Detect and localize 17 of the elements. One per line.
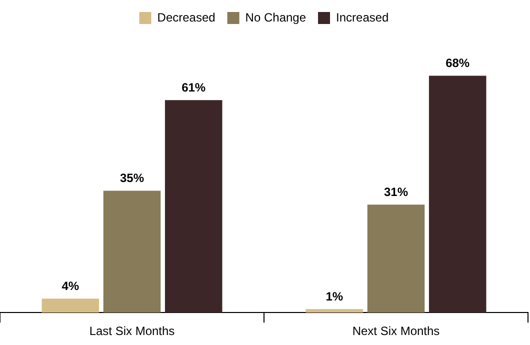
x-tick-label: Last Six Months xyxy=(89,324,175,338)
bar xyxy=(428,76,486,313)
bar xyxy=(103,190,161,313)
bar xyxy=(164,100,222,313)
bar xyxy=(306,309,364,313)
data-label: 4% xyxy=(62,278,80,293)
data-label: 35% xyxy=(120,171,144,186)
data-label: 61% xyxy=(182,80,206,94)
legend-label: Decreased xyxy=(157,10,216,24)
bar xyxy=(367,204,425,313)
legend-label: Increased xyxy=(336,10,389,24)
data-label: 31% xyxy=(384,184,408,199)
data-label: 68% xyxy=(446,56,470,70)
x-tick-label: Next Six Months xyxy=(352,324,440,338)
legend-label: No Change xyxy=(245,10,306,24)
bar xyxy=(42,298,100,313)
data-label: 1% xyxy=(326,289,344,304)
